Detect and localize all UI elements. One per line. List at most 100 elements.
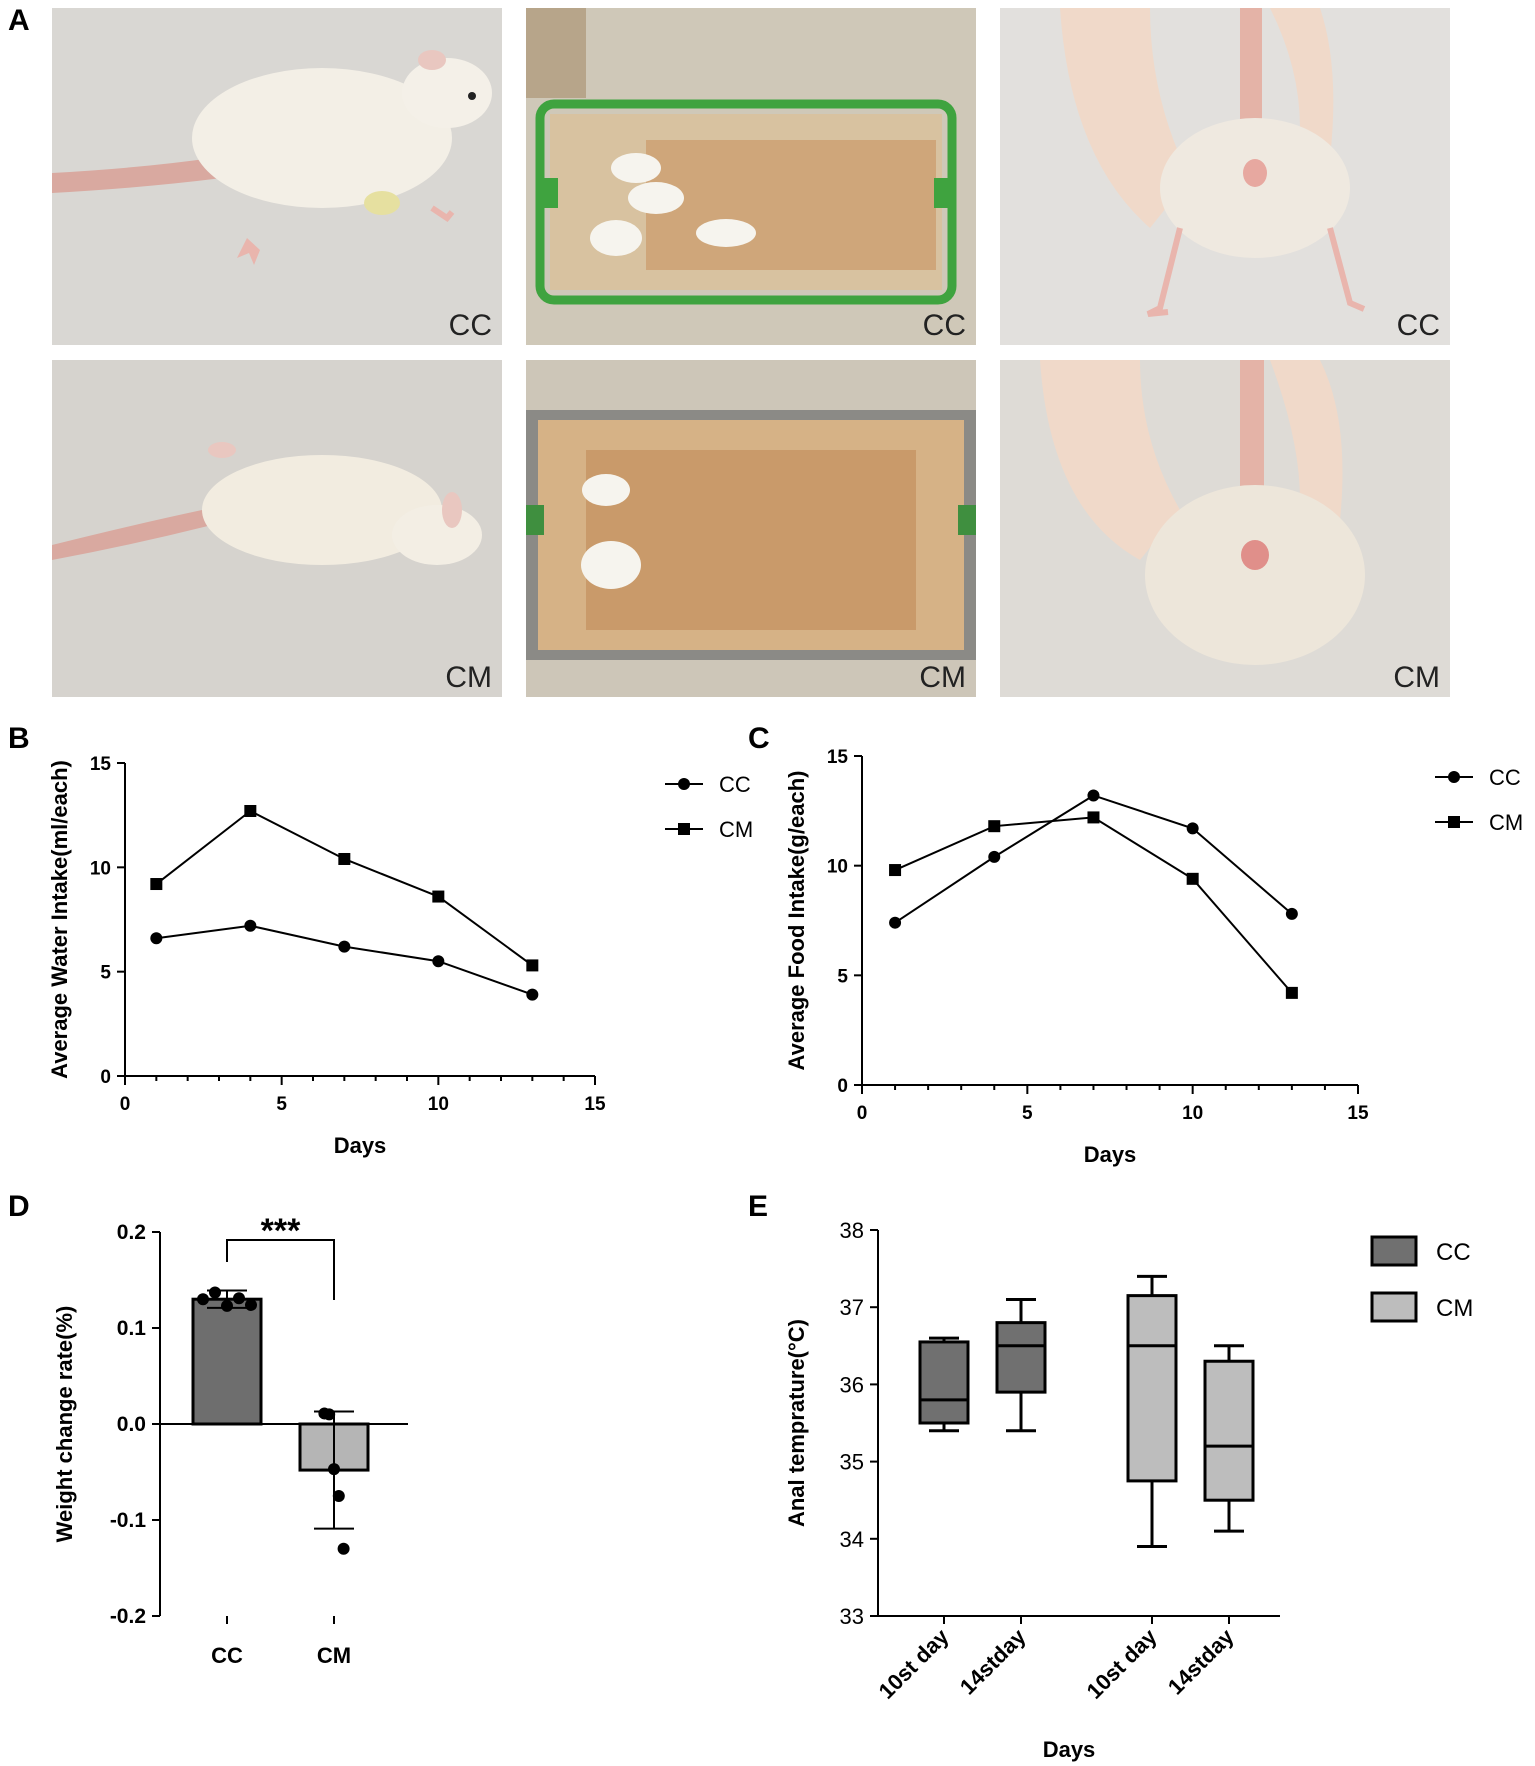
legend-marker-cm [1448, 816, 1460, 828]
x-category-label: 10st day [874, 1623, 954, 1703]
y-axis-label: Average Food Intake(g/each) [784, 771, 809, 1071]
significance-bracket [226, 1239, 335, 1300]
data-point-cc [432, 955, 445, 968]
y-tick-label: 38 [840, 1218, 864, 1243]
data-point-cc [526, 988, 539, 1001]
photo-label: CM [445, 661, 492, 694]
y-tick-label: 36 [840, 1372, 864, 1397]
legend-swatch-cc [1370, 1235, 1418, 1267]
y-tick-label: 10 [90, 858, 111, 879]
y-tick-label: 5 [837, 966, 848, 987]
x-tick-label: 15 [1347, 1103, 1369, 1124]
x-category-label: 10st day [1082, 1623, 1162, 1703]
data-point-cc [244, 919, 257, 932]
y-tick-label: 0.1 [117, 1317, 147, 1340]
y-tick-label: 5 [100, 963, 111, 984]
data-point-cm [889, 864, 902, 877]
legend-label-cm: CM [719, 817, 753, 842]
x-tick-label: 10 [428, 1094, 449, 1115]
y-axis-label: Anal temprature(°C) [784, 1319, 809, 1527]
x-tick-label: 0 [120, 1094, 131, 1115]
data-point-cm [1087, 811, 1100, 824]
x-axis-label: Days [334, 1133, 387, 1158]
data-point [323, 1408, 336, 1421]
legend-label-cc: CC [719, 772, 751, 797]
y-tick-label: 35 [840, 1450, 864, 1475]
legend-marker-cm [678, 823, 690, 835]
data-point-cc [338, 940, 351, 953]
x-tick-label: 10 [1182, 1103, 1203, 1124]
data-point [209, 1286, 221, 1299]
y-tick-label: 37 [840, 1295, 864, 1320]
data-point [233, 1292, 245, 1305]
data-point [328, 1463, 340, 1476]
y-tick-label: 15 [90, 754, 112, 775]
data-point-cm [988, 820, 1001, 833]
legend-marker-cc [678, 778, 690, 790]
x-category-label: 14stday [1163, 1623, 1239, 1699]
data-point-cc [1186, 822, 1199, 835]
y-axis-label: Weight change rate(%) [52, 1306, 77, 1543]
data-point [337, 1542, 350, 1555]
bar-cc [191, 1297, 263, 1426]
data-point-cc [1087, 789, 1100, 802]
x-tick-label: 5 [276, 1094, 287, 1115]
legend-marker-cc [1448, 771, 1460, 783]
data-point [245, 1298, 257, 1311]
y-tick-label: -0.1 [110, 1509, 147, 1532]
photo-label: CC [922, 309, 966, 342]
data-point-cm [1186, 872, 1199, 885]
y-tick-label: 15 [827, 747, 849, 768]
data-point-cc [150, 932, 163, 945]
data-point-cc [1285, 907, 1298, 920]
data-point-cm [338, 852, 351, 865]
photo-cm-cage: CM [526, 360, 976, 697]
legend-label-cm: CM [1489, 810, 1523, 835]
y-tick-label: 33 [840, 1604, 864, 1629]
y-tick-label: -0.2 [110, 1605, 146, 1628]
box-cc [995, 1321, 1047, 1394]
x-axis-label: Days [1043, 1737, 1096, 1762]
box-cm [1126, 1294, 1178, 1483]
legend-swatch-cm [1370, 1291, 1418, 1323]
data-point-cm [150, 878, 163, 891]
box-cm [1203, 1359, 1255, 1502]
x-tick-label: 0 [857, 1103, 868, 1124]
photo-label: CM [919, 661, 966, 694]
series-line-cc [156, 924, 533, 996]
data-point-cc [988, 850, 1001, 863]
data-point [332, 1490, 345, 1502]
data-point-cm [432, 890, 445, 903]
data-point [221, 1299, 233, 1312]
y-tick-label: 0.0 [117, 1413, 146, 1436]
panel-e-letter: E [748, 1190, 769, 1223]
data-point-cm [526, 959, 539, 972]
x-category-label: CM [317, 1643, 351, 1668]
x-category-label: 14stday [955, 1623, 1031, 1699]
y-tick-label: 34 [840, 1527, 864, 1552]
panel-b-letter: B [8, 722, 30, 755]
photo-cm-ventral: CM [1000, 360, 1450, 697]
legend-label-cc: CC [1489, 765, 1521, 790]
y-tick-label: 0 [837, 1076, 848, 1097]
data-point-cm [1285, 986, 1298, 999]
legend-label-cm: CM [1436, 1295, 1473, 1322]
photo-cm-rat-side: CM [52, 360, 502, 697]
panel-a-letter: A [8, 4, 30, 37]
panel-c-letter: C [748, 722, 770, 755]
photo-label: CM [1393, 661, 1440, 694]
box-cc [918, 1340, 970, 1425]
x-axis-label: Days [1084, 1142, 1137, 1167]
significance-marker: *** [261, 1212, 301, 1250]
photo-cc-cage: CC [526, 8, 976, 345]
photo-cc-ventral: CC [1000, 8, 1450, 345]
photo-label: CC [1396, 309, 1440, 342]
y-tick-label: 0 [100, 1067, 111, 1088]
photo-cc-rat-side: CC [52, 8, 502, 345]
photo-label: CC [448, 309, 492, 342]
x-tick-label: 5 [1022, 1103, 1033, 1124]
x-category-label: CC [211, 1643, 243, 1668]
data-point-cm [244, 804, 257, 817]
data-point [197, 1293, 209, 1306]
